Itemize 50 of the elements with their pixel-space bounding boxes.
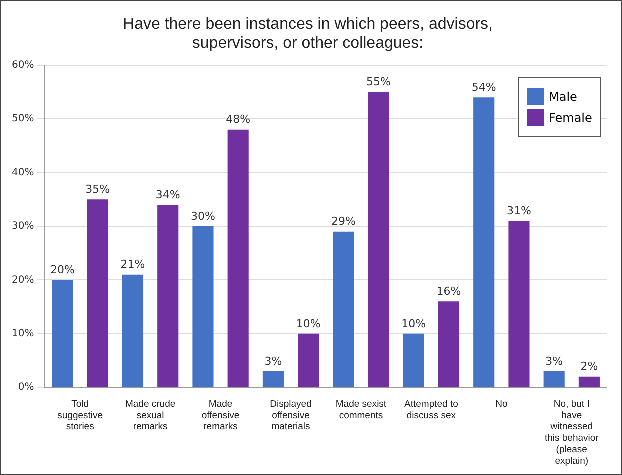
data-label: 35% xyxy=(86,183,110,196)
data-label: 31% xyxy=(506,204,532,218)
x-tick-label: Displayed offensive materials xyxy=(270,398,312,433)
x-tick-label: Made offensive remarks xyxy=(202,398,240,433)
bar xyxy=(52,280,74,388)
y-tick-label: 40% xyxy=(12,167,34,178)
bar xyxy=(192,226,214,388)
data-label: 20% xyxy=(50,264,76,277)
chart-title: Have there been instances in which peers, advisors, supervisors, or other colleagues: xyxy=(123,16,493,52)
bar xyxy=(403,334,424,388)
bar xyxy=(438,302,460,388)
bar xyxy=(158,205,179,388)
y-tick-label: 10% xyxy=(12,328,34,340)
y-tick-label: 30% xyxy=(12,221,34,232)
data-label: 16% xyxy=(436,285,462,298)
data-label: 10% xyxy=(402,317,426,330)
x-tick-label: No, but I have witnessed this behavior (please explain) xyxy=(544,398,599,467)
x-tick-label: Made sexist comments xyxy=(336,398,387,422)
bar xyxy=(508,221,530,388)
legend-label: Male xyxy=(549,90,578,104)
data-label: 54% xyxy=(472,80,496,94)
bar xyxy=(544,371,565,388)
bar xyxy=(333,232,354,388)
x-tick-label: No xyxy=(496,398,508,410)
data-label: 29% xyxy=(331,215,356,228)
data-label: 10% xyxy=(296,317,321,330)
x-tick-label: Attempted to discuss sex xyxy=(404,398,458,422)
bar xyxy=(228,130,249,388)
data-label: 34% xyxy=(156,188,180,202)
data-label: 3% xyxy=(264,354,282,368)
bar xyxy=(298,334,320,388)
bar xyxy=(87,200,108,388)
data-label: 48% xyxy=(226,113,251,126)
data-label: 2% xyxy=(580,360,598,374)
y-tick-label: 60% xyxy=(12,60,34,71)
data-label: 55% xyxy=(366,76,392,89)
bar xyxy=(122,274,144,388)
bar xyxy=(368,92,390,388)
data-label: 21% xyxy=(120,258,146,272)
bar xyxy=(578,376,600,388)
x-tick-label: Made crude sexual remarks xyxy=(125,398,176,433)
x-tick-label: Told suggestive stories xyxy=(58,398,104,433)
y-tick-label: 20% xyxy=(12,274,34,286)
legend-label: Female xyxy=(549,110,592,125)
bar xyxy=(474,98,495,388)
bar xyxy=(262,371,284,388)
y-tick-label: 0% xyxy=(18,382,34,394)
data-label: 30% xyxy=(191,210,216,223)
y-tick-label: 50% xyxy=(12,114,34,125)
data-label: 3% xyxy=(546,354,564,368)
